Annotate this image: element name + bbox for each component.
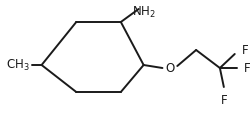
Text: CH$_3$: CH$_3$ (6, 58, 30, 73)
Text: NH$_2$: NH$_2$ (132, 5, 155, 20)
Text: O: O (166, 61, 175, 75)
Text: F: F (242, 43, 248, 56)
Text: F: F (244, 61, 250, 75)
Text: F: F (220, 94, 227, 107)
